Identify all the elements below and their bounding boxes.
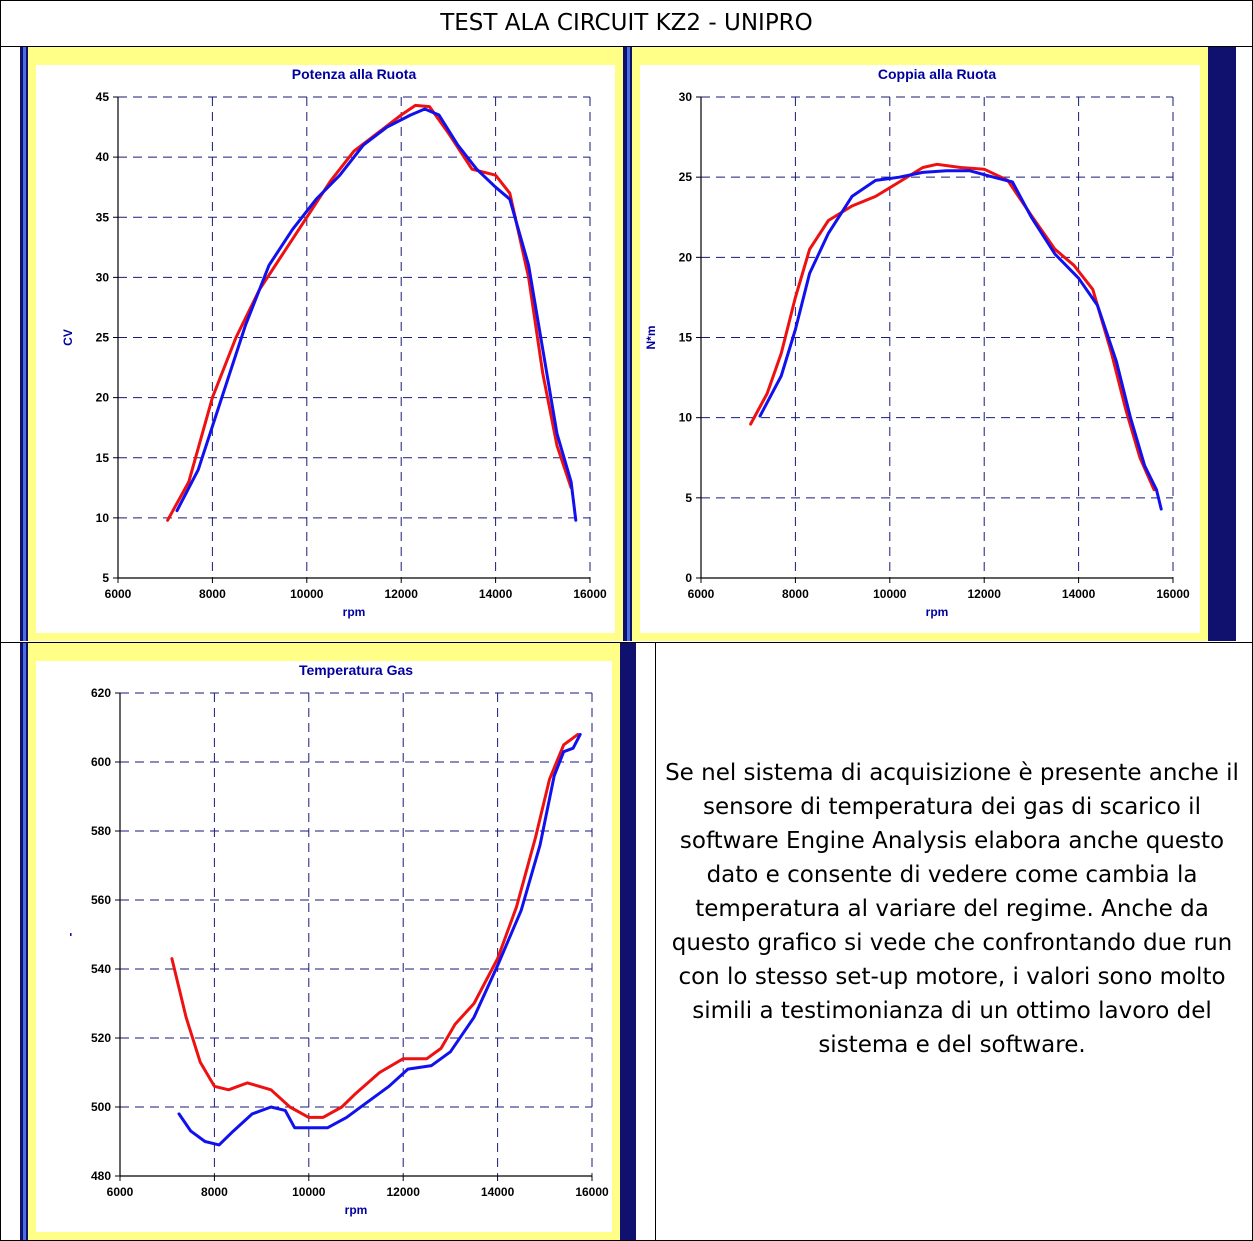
y-tick-label: 560 xyxy=(91,893,111,907)
x-tick-label: 12000 xyxy=(385,587,419,601)
series-line-red xyxy=(166,103,573,522)
x-tick-label: 10000 xyxy=(873,587,907,601)
x-axis-label: rpm xyxy=(343,605,366,619)
x-tick-label: 10000 xyxy=(292,1185,326,1199)
y-tick-label: 580 xyxy=(91,824,111,838)
chart-panel-gas-temperature: 6000 8000 10000 12000 14000 16000 480 500 520 540… xyxy=(20,643,636,1240)
x-tick-label: 10000 xyxy=(290,587,324,601)
chart-white-area xyxy=(640,65,1200,633)
y-tick-label: 35 xyxy=(96,210,110,224)
x-tick-label: 12000 xyxy=(387,1185,421,1199)
chart-gas-temperature: 6000 8000 10000 12000 14000 16000 480 500 520 540… xyxy=(20,643,636,1240)
chart-title: Temperatura Gas xyxy=(299,662,413,678)
series-line-blue xyxy=(177,732,582,1147)
chart-grid xyxy=(120,692,593,1176)
y-tick-label: 20 xyxy=(679,250,693,264)
chart-torque: 6000 8000 10000 12000 14000 16000 0 5 10 15 20 25 30… xyxy=(624,47,1236,641)
y-tick-label: 30 xyxy=(96,270,110,284)
x-tick-label: 8000 xyxy=(782,587,809,601)
y-tick-label: 540 xyxy=(91,962,111,976)
y-tick-label: 10 xyxy=(96,511,110,525)
chart-grid xyxy=(701,96,1174,578)
y-tick-label: 0 xyxy=(685,571,692,585)
y-tick-label: 40 xyxy=(96,150,110,164)
y-tick-label: 5 xyxy=(102,571,109,585)
series-line-blue xyxy=(175,107,578,522)
y-tick-label: 25 xyxy=(96,331,110,345)
x-tick-label: 6000 xyxy=(107,1185,134,1199)
y-axis-label: N*m xyxy=(644,325,658,349)
series-line-red xyxy=(170,732,580,1119)
y-tick-label: 480 xyxy=(91,1169,111,1183)
chart-panel-power: 6000 8000 10000 12000 14000 16000 5 10 15 20 25 30 3… xyxy=(20,47,1236,641)
x-tick-label: 14000 xyxy=(479,587,513,601)
y-tick-label: 600 xyxy=(91,755,111,769)
x-tick-label: 16000 xyxy=(573,587,607,601)
x-tick-label: 8000 xyxy=(201,1185,228,1199)
chart-edge-highlight xyxy=(23,643,26,1240)
x-tick-label: 14000 xyxy=(481,1185,515,1199)
chart-edge-highlight xyxy=(627,47,630,641)
y-tick-label: 10 xyxy=(679,411,693,425)
x-axis-label: rpm xyxy=(926,605,949,619)
chart-title: Potenza alla Ruota xyxy=(292,66,417,82)
x-tick-label: 6000 xyxy=(105,587,132,601)
page-title: TEST ALA CIRCUIT KZ2 - UNIPRO xyxy=(440,10,813,36)
y-tick-label: 15 xyxy=(679,331,693,345)
x-tick-label: 16000 xyxy=(1156,587,1190,601)
x-tick-label: 14000 xyxy=(1062,587,1096,601)
y-tick-label: 15 xyxy=(96,451,110,465)
x-tick-label: 6000 xyxy=(688,587,715,601)
x-tick-label: 8000 xyxy=(199,587,226,601)
y-tick-label: 500 xyxy=(91,1100,111,1114)
divider-bottom-vertical xyxy=(655,642,656,1241)
y-axis-label: CV xyxy=(61,329,75,346)
y-tick-label: 5 xyxy=(685,491,692,505)
y-tick-label: 520 xyxy=(91,1031,111,1045)
y-tick-label: 45 xyxy=(96,90,110,104)
description-text: Se nel sistema di acquisizione è present… xyxy=(665,760,1239,1058)
divider-middle xyxy=(0,642,1253,643)
y-axis-label: - xyxy=(63,933,77,937)
series-line-blue xyxy=(758,169,1163,511)
chart-edge-highlight xyxy=(23,47,26,641)
chart-panel-torque: 6000 8000 10000 12000 14000 16000 0 5 10 15 20 25 30… xyxy=(624,47,1236,641)
x-axis-label: rpm xyxy=(345,1203,368,1217)
divider-title xyxy=(0,46,1253,47)
y-tick-label: 620 xyxy=(91,686,111,700)
x-tick-label: 12000 xyxy=(968,587,1002,601)
y-tick-label: 30 xyxy=(679,90,693,104)
y-tick-label: 20 xyxy=(96,391,110,405)
chart-power: 6000 8000 10000 12000 14000 16000 5 10 15 20 25 30 3… xyxy=(20,47,628,641)
x-tick-label: 16000 xyxy=(575,1185,609,1199)
chart-white-area xyxy=(36,661,612,1232)
chart-title: Coppia alla Ruota xyxy=(878,66,996,82)
y-tick-label: 25 xyxy=(679,170,693,184)
chart-white-area xyxy=(36,65,615,633)
